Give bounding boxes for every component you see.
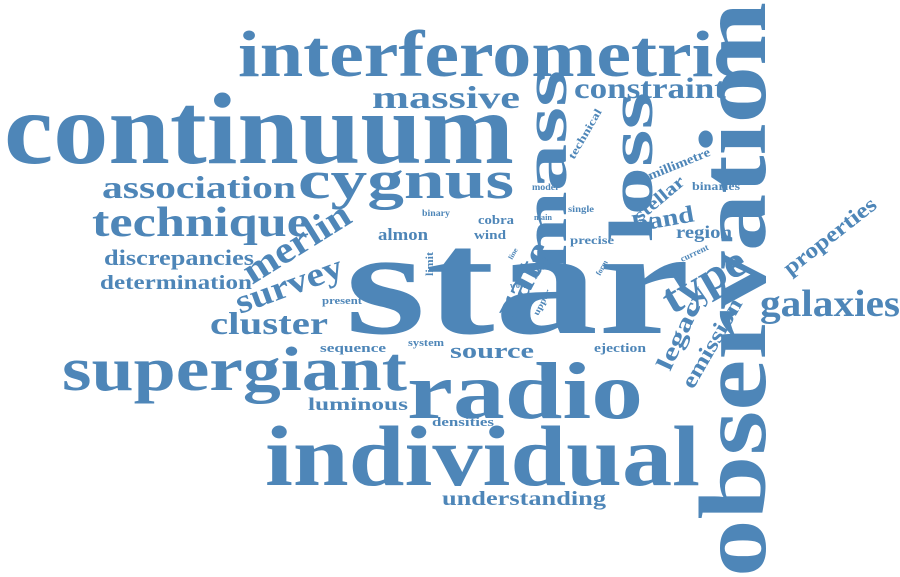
word-continuum: continuum: [4, 73, 514, 186]
word-present: present: [322, 295, 362, 307]
word-loss: loss: [598, 92, 666, 242]
word-understanding: understanding: [442, 488, 606, 510]
word-observation: observation: [680, 2, 786, 577]
word-main: main: [534, 213, 553, 222]
word-luminous: luminous: [308, 394, 408, 414]
word-constraint: constraint: [574, 72, 726, 105]
word-work: work: [510, 281, 529, 290]
word-aim: aim: [532, 254, 549, 264]
word-cygnus: cygnus: [298, 150, 514, 210]
word-single: single: [568, 204, 594, 214]
word-system: system: [408, 338, 445, 349]
word-mass: mass: [512, 70, 580, 270]
word-cloud-words: star observation continuum individual in…: [4, 2, 900, 577]
word-source: source: [450, 338, 534, 363]
word-almon: almon: [378, 225, 429, 244]
word-cobra: cobra: [478, 212, 515, 227]
word-galaxies: galaxies: [760, 283, 900, 325]
word-binary: binary: [422, 208, 451, 218]
word-region: region: [676, 222, 732, 242]
word-wind: wind: [474, 227, 507, 242]
word-individual: individual: [265, 408, 700, 504]
word-radio: radio: [407, 348, 643, 436]
word-massive: massive: [372, 79, 520, 115]
word-cluster: cluster: [210, 305, 328, 341]
word-limit: limit: [424, 252, 436, 276]
word-sequence: sequence: [320, 340, 386, 355]
word-discrepancies: discrepancies: [104, 245, 255, 270]
word-interferometric: interferometric: [238, 18, 748, 91]
word-technique: technique: [92, 200, 310, 246]
word-association: association: [102, 169, 296, 205]
word-supergiant: supergiant: [62, 336, 407, 404]
word-densities: densities: [432, 414, 494, 429]
word-binaries: binaries: [692, 179, 740, 193]
word-determination: determination: [100, 272, 252, 294]
word-precise: precise: [570, 233, 615, 247]
word-properties: properties: [778, 191, 882, 280]
word-star: star: [345, 200, 690, 366]
word-ejection: ejection: [594, 340, 647, 355]
word-model: model: [532, 182, 559, 192]
